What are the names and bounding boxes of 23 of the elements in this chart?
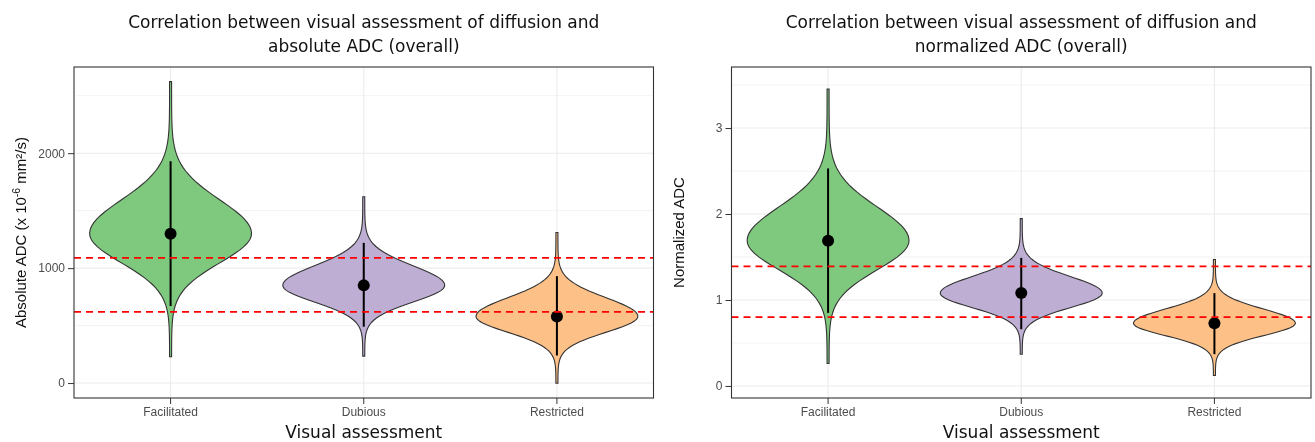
point [1015,287,1028,300]
x-tick-label: Facilitated [800,404,856,419]
chart-title: Correlation between visual assessment of diffusion and normalized ADC (overall) [785,12,1257,56]
y-tick-label: 2000 [38,146,66,161]
x-tick-label: Dubious [999,404,1044,419]
point [357,279,370,292]
x-axis-title: Visual assessment [942,422,1101,442]
chart-title: Correlation between visual assessment of diffusion and absolute ADC (overall) [128,12,600,56]
point [164,227,177,240]
x-tick-label: Restricted [1187,404,1242,419]
y-tick-label: 0 [715,379,723,394]
y-tick-label: 1000 [38,261,66,276]
y-tick-label: 3 [715,121,723,136]
point [1208,317,1221,330]
x-tick-label: Facilitated [143,404,198,419]
x-tick-label: Restricted [529,404,584,419]
y-tick-label: 0 [58,376,66,391]
y-tick-label: 2 [715,207,723,222]
y-tick-label: 1 [715,293,723,308]
x-axis-title: Visual assessment [285,422,443,442]
point [822,234,835,247]
y-axis-title: Normalized ADC [669,176,687,288]
x-tick-label: Dubious [341,404,386,419]
